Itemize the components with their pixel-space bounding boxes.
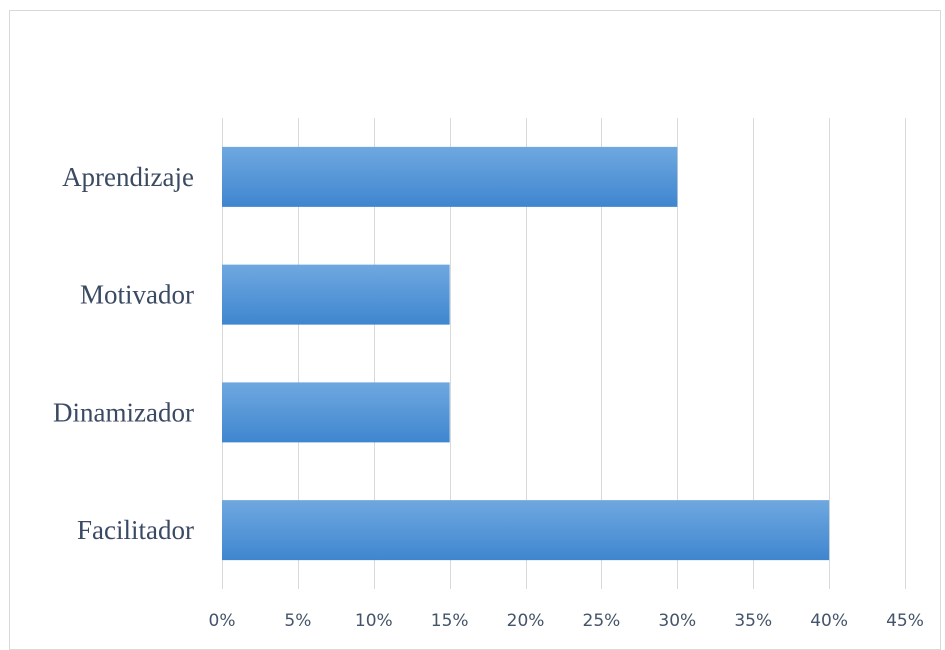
x-tick-label: 5% [284, 611, 311, 631]
x-tick-label: 10% [355, 611, 393, 631]
bar-aprendizaje [222, 146, 678, 207]
bar-facilitador [222, 500, 830, 561]
x-tick-label: 0% [209, 611, 236, 631]
bars [222, 146, 830, 561]
x-tick-label: 20% [507, 611, 545, 631]
category-label-aprendizaje: Aprendizaje [62, 162, 194, 192]
x-tick-label: 30% [658, 611, 696, 631]
category-labels: Aprendizaje Motivador Dinamizador Facilitad… [53, 162, 194, 545]
x-tick-label: 45% [886, 611, 924, 631]
x-axis-tick-labels: 0% 5% 10% 15% 20% 25% 30% 35% 40% 45% [209, 611, 924, 631]
category-label-motivador: Motivador [80, 280, 194, 310]
x-tick-label: 40% [810, 611, 848, 631]
category-label-dinamizador: Dinamizador [53, 397, 194, 427]
x-tick-label: 25% [583, 611, 621, 631]
category-label-facilitador: Facilitador [77, 515, 194, 545]
x-tick-label: 35% [734, 611, 772, 631]
bar-dinamizador [222, 382, 450, 443]
x-tick-label: 15% [431, 611, 469, 631]
bar-motivador [222, 264, 450, 325]
